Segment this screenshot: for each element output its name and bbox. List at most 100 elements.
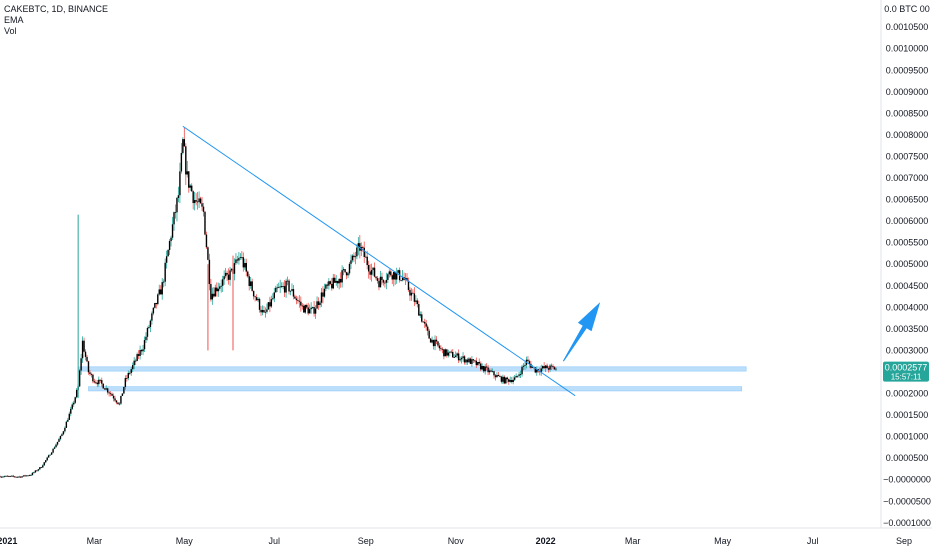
candle-body: [443, 349, 445, 357]
candle: [183, 127, 186, 147]
volume-indicator-label[interactable]: Vol: [4, 26, 17, 36]
candle-body: [207, 247, 209, 260]
candle: [511, 377, 513, 384]
candle: [78, 368, 81, 388]
candle: [70, 406, 72, 417]
candle-body: [22, 475, 25, 477]
candle-body: [47, 455, 50, 458]
candle: [140, 348, 143, 356]
candle: [136, 352, 138, 362]
candle-body: [202, 206, 205, 212]
candle: [12, 474, 14, 478]
candle: [204, 211, 206, 236]
candle: [428, 328, 430, 339]
candle-body: [350, 260, 352, 264]
candle: [497, 372, 500, 377]
symbol-title[interactable]: CAKEBTC, 1D, BINANCE: [4, 4, 109, 14]
candle: [267, 301, 270, 311]
candle: [160, 285, 162, 295]
candle: [354, 251, 357, 265]
candle-body: [320, 292, 323, 303]
candle: [432, 339, 435, 350]
candle: [0, 475, 1, 478]
candle: [547, 366, 550, 373]
candle-body: [95, 382, 97, 384]
candle-body: [505, 377, 507, 384]
candle-body: [391, 275, 393, 280]
candle-body: [547, 368, 550, 370]
price-axis[interactable]: 0.00110000.00105000.00100000.00095000.00…: [883, 1, 931, 528]
candle: [104, 388, 106, 390]
candle: [363, 241, 365, 264]
candle-body: [322, 292, 324, 297]
candle-body: [226, 272, 228, 275]
projection-arrow: [562, 302, 601, 362]
candle-body: [157, 294, 159, 305]
candle: [342, 267, 345, 276]
candle: [227, 268, 230, 285]
candle: [276, 283, 278, 293]
candle: [449, 351, 451, 357]
candle: [375, 276, 377, 281]
candle: [58, 437, 60, 442]
candle-body: [381, 276, 383, 280]
candle: [132, 362, 134, 373]
candle: [134, 358, 137, 366]
candle: [121, 393, 124, 396]
candle: [487, 364, 489, 376]
candle-body: [137, 354, 140, 356]
candle: [214, 284, 217, 297]
candle: [503, 375, 506, 385]
candle-body: [460, 357, 463, 360]
candle-body: [337, 280, 339, 284]
candle-body: [518, 374, 520, 376]
candle-body: [86, 356, 88, 362]
candle-body: [413, 293, 416, 302]
candle-body: [43, 462, 45, 466]
price-tick-label: 0.0008000: [886, 130, 929, 140]
candle: [0, 476, 3, 478]
candle: [300, 296, 302, 312]
candle: [431, 336, 433, 344]
candle: [457, 349, 460, 364]
candle: [46, 456, 48, 462]
candle-body: [485, 366, 488, 368]
candle: [422, 321, 424, 323]
candle-body: [96, 382, 99, 385]
candle-body: [40, 467, 42, 469]
time-axis[interactable]: 2021 Mar May Jul Sep Nov 2022 Mar May Jul Sep: [0, 536, 912, 546]
candle: [111, 392, 113, 397]
candle: [139, 345, 141, 360]
candle: [550, 363, 553, 371]
candle: [18, 475, 20, 478]
ema-indicator-label[interactable]: EMA: [4, 15, 24, 25]
candle-body: [527, 359, 529, 362]
candle-body: [224, 272, 227, 277]
candle: [167, 249, 169, 257]
candle: [475, 357, 478, 368]
price-tick-label: 0.0006000: [886, 216, 929, 226]
candle-body: [311, 307, 314, 308]
candle: [98, 376, 100, 387]
candle: [22, 475, 25, 477]
candle: [236, 255, 239, 264]
candle-body: [444, 349, 447, 357]
candle: [102, 383, 104, 389]
candle-body: [325, 284, 327, 289]
candle: [235, 253, 237, 265]
candle: [403, 272, 405, 281]
drawings[interactable]: [182, 125, 601, 397]
candle-body: [278, 287, 280, 289]
candle-body: [227, 274, 230, 280]
candle: [241, 251, 243, 260]
candle-body: [426, 326, 429, 331]
time-tick-label: Nov: [448, 536, 465, 546]
candle-body: [536, 369, 538, 373]
candle-body: [454, 355, 457, 358]
candle-body: [84, 351, 87, 357]
candle: [319, 300, 321, 308]
candle: [303, 304, 305, 313]
candle: [87, 360, 90, 375]
candle-body: [441, 348, 444, 350]
